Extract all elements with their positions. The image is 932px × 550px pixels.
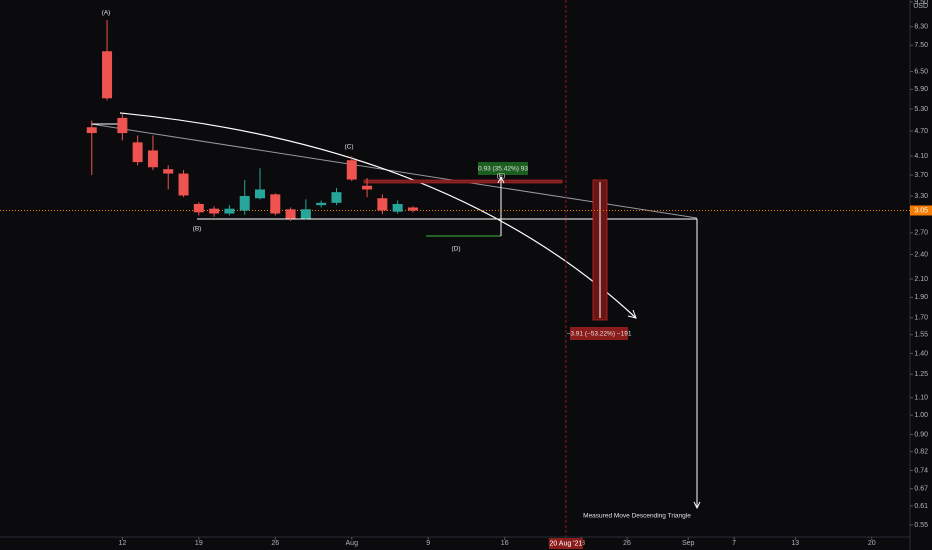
candle-body [239,196,250,211]
y-tick-label: 0.82 [914,448,928,455]
y-tick-label: 0.61 [914,503,928,510]
x-tick-label: 26 [623,540,631,547]
crosshair-label: 20 Aug '21 [549,540,582,547]
candle-body [346,160,357,180]
candle-body [224,208,235,214]
x-tick-label: 12 [118,540,126,547]
candle-body [86,127,97,134]
x-tick-label: 26 [271,540,279,547]
candle-body [147,150,158,168]
candle-body [300,209,311,219]
crosshair-label-box [548,538,583,549]
curve [119,112,637,319]
candle-body [392,203,403,212]
candle-body [255,189,265,199]
candle-body [316,202,327,206]
y-tick-label: 0.90 [914,431,928,438]
x-tick-label: Aug [346,540,359,547]
y-tick-label: 1.90 [914,294,928,301]
candle-body [331,192,342,203]
y-tick-label: 4.70 [914,128,928,135]
annotation: (B) [193,226,202,233]
candle-body [362,185,373,190]
y-tick-label: 1.55 [914,332,928,339]
price-label: 3.05 [914,207,928,214]
y-tick-label: 4.10 [914,153,928,160]
candle-body [407,207,418,211]
annotation: −3.91 (−53.22%) −191 [567,331,632,338]
y-tick-label: 0.74 [914,467,928,474]
x-tick-label: 9 [426,540,430,547]
annotation: (E) [497,173,506,180]
y-tick-label: 1.70 [914,315,928,322]
y-tick-label: 8.30 [914,24,928,31]
y-tick-label: 5.30 [914,106,928,113]
y-tick-label: 3.30 [914,193,928,200]
label-box [570,327,628,340]
x-tick-label: 16 [501,540,509,547]
candle-body [270,194,281,214]
candle-body [377,198,388,211]
label-box [478,162,528,175]
candle-body [163,169,174,174]
y-tick-label: 1.00 [914,412,928,419]
candle-body [193,203,204,213]
candle-body [132,142,143,163]
y-tick-label: 0.55 [914,522,928,529]
y-tick-label: 1.40 [914,350,928,357]
y-tick-label: 6.50 [914,68,928,75]
annotation: 0.93 (35.42%) 93 [478,166,528,173]
y-tick-label: 9.50 [914,0,928,6]
x-tick-label: 19 [195,540,203,547]
x-tick-label: 7 [732,540,736,547]
annotation: (A) [102,10,111,17]
currency: USD [913,3,928,10]
annotation: (D) [451,246,460,253]
x-tick-label: 13 [791,540,799,547]
y-tick-label: 2.10 [914,276,928,283]
y-tick-label: 2.70 [914,230,928,237]
x-tick-label: 20 [868,540,876,547]
arrow-head [497,175,505,184]
annotation: (C) [344,144,353,151]
y-tick-label: 1.10 [914,395,928,402]
y-tick-label: 5.90 [914,86,928,93]
y-tick-label: 3.70 [914,172,928,179]
y-tick-label: 2.40 [914,251,928,258]
candle-body [285,209,296,219]
range-box [363,179,563,184]
candle-body [178,173,189,196]
candle-body [102,51,113,99]
annotation: Measured Move Descending Triangle [583,513,691,520]
price-label-box [910,205,932,216]
arrow-head [627,309,637,319]
y-tick-label: 0.67 [914,486,928,493]
x-tick-label: Sep [682,540,695,547]
arrow-head [693,501,701,510]
candle-body [209,208,220,214]
y-tick-label: 7.50 [914,42,928,49]
y-tick-label: 1.25 [914,371,928,378]
candle-body [117,117,128,134]
